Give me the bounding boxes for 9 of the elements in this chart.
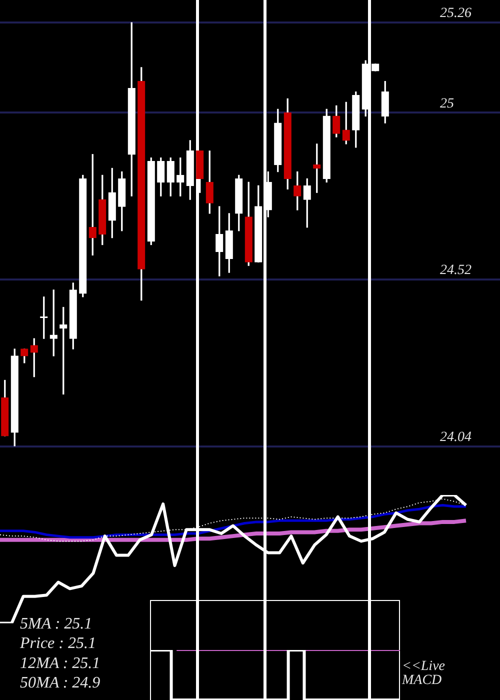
text: 50MA : 24.9 [20,674,100,692]
y-tick-label: 25 [440,96,454,112]
y-tick-label: 24.04 [440,430,472,445]
annotation: <<Live MACD [401,659,445,688]
annotation: 5MA : 25.1 [20,616,92,633]
y-tick-label: 24.52 [440,263,472,278]
y-tick-label: 25.26 [440,6,472,21]
text: Price : 25.1 [19,635,96,652]
text: 12MA : 25.1 [20,654,100,672]
